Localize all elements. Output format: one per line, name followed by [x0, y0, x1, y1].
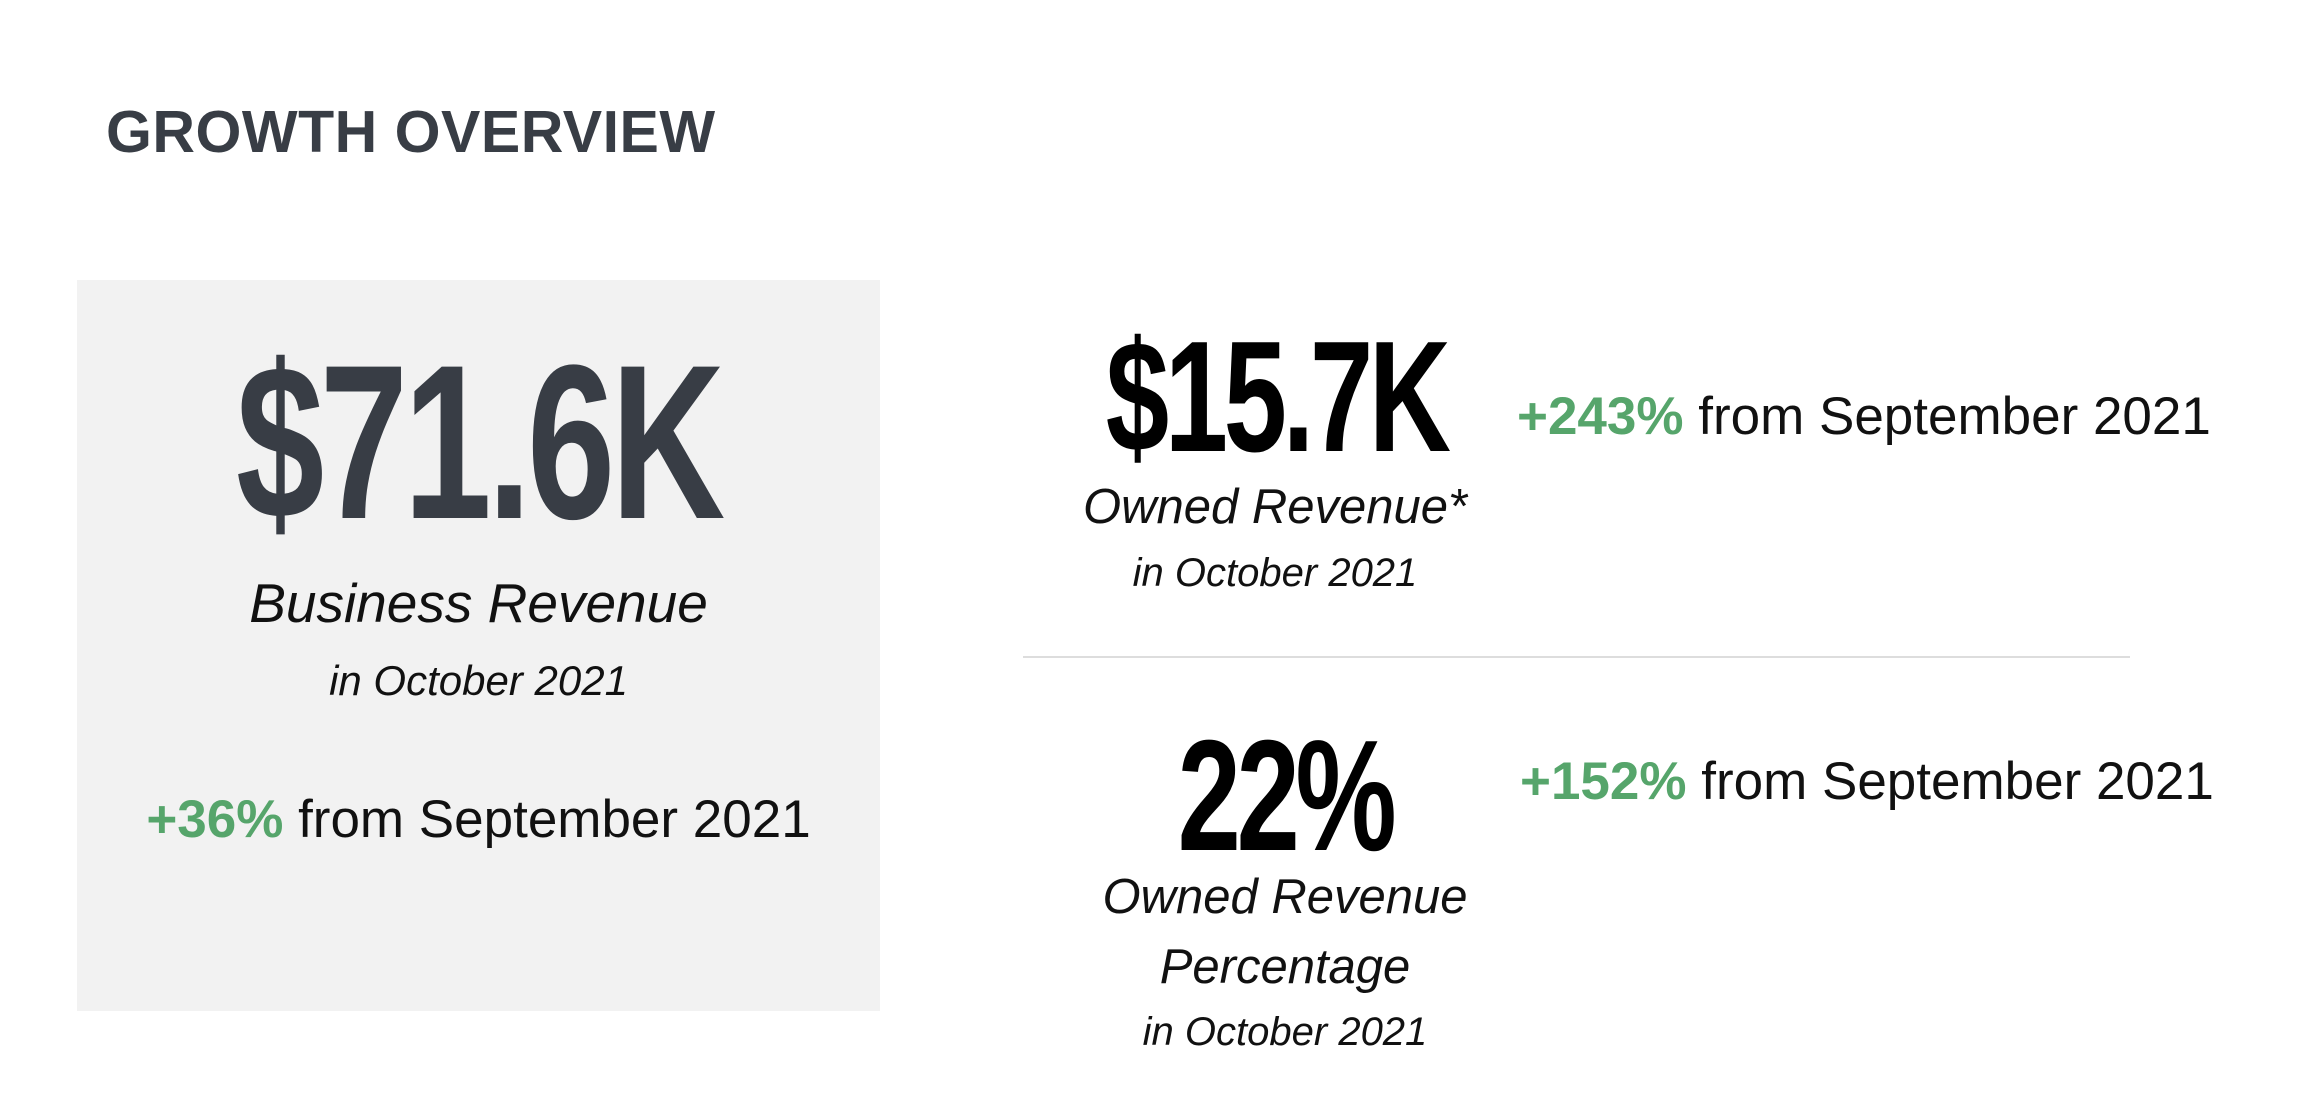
owned-revenue-metric: $15.7K Owned Revenue* in October 2021: [1040, 300, 1510, 620]
page-title: GROWTH OVERVIEW: [106, 99, 716, 165]
owned-revenue-value: $15.7K: [1105, 309, 1451, 485]
owned-revenue-percentage-metric: 22% Owned Revenue Percentage in October …: [1040, 690, 1530, 1070]
owned-revenue-percentage-change: +152% from September 2021: [1520, 755, 2214, 808]
owned-revenue-change: +243% from September 2021: [1517, 390, 2211, 443]
owned-revenue-percentage-period: in October 2021: [1142, 1010, 1428, 1054]
business-revenue-period: in October 2021: [329, 657, 628, 704]
business-revenue-change: +36% from September 2021: [77, 793, 880, 846]
business-revenue-change-text: from September 2021: [283, 790, 811, 849]
business-revenue-label: Business Revenue: [249, 572, 708, 634]
owned-revenue-percentage-change-text: from September 2021: [1686, 752, 2214, 811]
owned-revenue-label: Owned Revenue*: [1082, 480, 1468, 534]
owned-revenue-percentage-label-line1: Owned Revenue: [1102, 870, 1468, 924]
owned-revenue-percentage-value: 22%: [1177, 708, 1397, 884]
business-revenue-change-pct: +36%: [146, 790, 284, 849]
owned-revenue-period: in October 2021: [1132, 551, 1418, 595]
business-revenue-value: $71.6K: [236, 319, 725, 565]
owned-revenue-percentage-label-line2: Percentage: [1159, 940, 1411, 994]
owned-revenue-change-pct: +243%: [1517, 387, 1684, 446]
owned-revenue-change-text: from September 2021: [1683, 387, 2211, 446]
owned-revenue-percentage-change-pct: +152%: [1520, 752, 1687, 811]
section-divider: [1023, 656, 2130, 658]
business-revenue-card: $71.6K Business Revenue in October 2021 …: [77, 280, 880, 1011]
